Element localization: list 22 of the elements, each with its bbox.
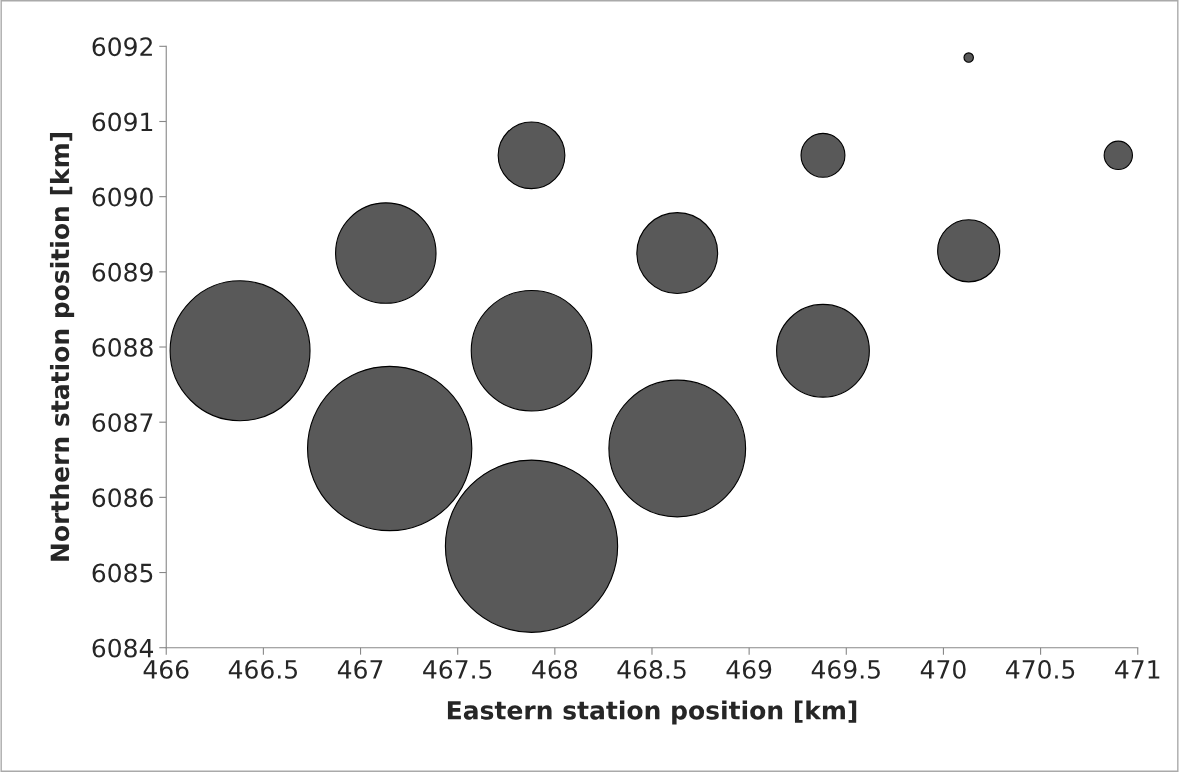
- x-tick-label: 469: [726, 659, 772, 679]
- y-tick-label: 6087: [92, 413, 153, 433]
- y-tick-label: 6085: [92, 563, 153, 583]
- x-tick-label: 470.5: [1006, 659, 1075, 679]
- x-tick-label: 471: [1115, 660, 1160, 679]
- y-tick-label: 6090: [92, 187, 153, 207]
- x-tick-label: 468: [532, 659, 577, 679]
- y-tick-label: 6086: [92, 488, 153, 508]
- x-tick-label: 468.5: [617, 659, 686, 679]
- y-tick-label: 6091: [92, 112, 153, 132]
- x-tick-label: 467: [337, 659, 383, 679]
- x-tick-label: 469.5: [811, 659, 880, 679]
- x-tick-label: 470: [920, 659, 966, 679]
- x-tick-label: 467.5: [423, 659, 492, 679]
- y-axis-title: Northern station position [km]: [49, 133, 75, 561]
- x-tick-label: 466.5: [228, 659, 297, 679]
- y-tick-label: 6088: [92, 337, 153, 357]
- x-tick-label: 466: [143, 659, 189, 679]
- y-tick-label: 6092: [92, 37, 152, 57]
- y-tick-label: 6084: [92, 638, 154, 658]
- x-axis-title: Eastern station position [km]: [447, 700, 857, 725]
- y-tick-label: 6089: [92, 262, 153, 282]
